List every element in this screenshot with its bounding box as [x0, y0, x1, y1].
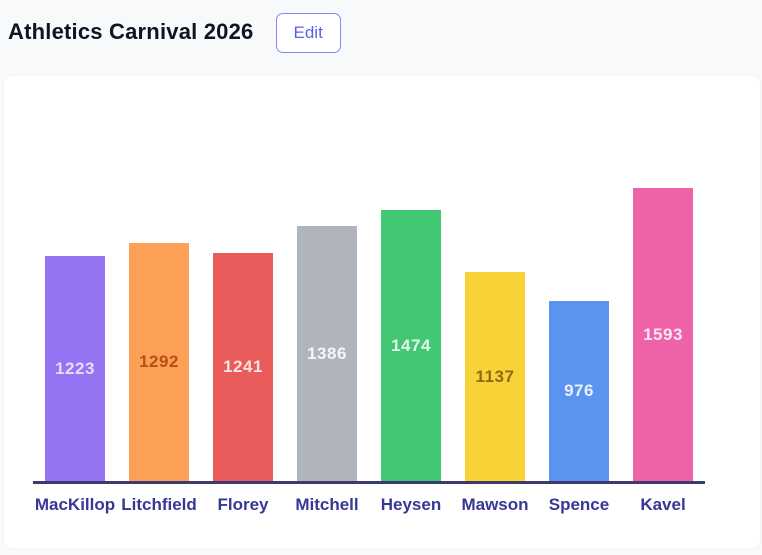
bar-spence: 976 — [549, 301, 609, 481]
bar-mitchell: 1386 — [297, 226, 357, 481]
bar-slot: 976 — [537, 301, 621, 481]
bar-value-label: 1292 — [139, 352, 179, 371]
bar-slot: 1137 — [453, 272, 537, 481]
plot-area: 1223 1292 1241 1386 1474 1137 976 1593 — [33, 76, 705, 484]
category-label-spence: Spence — [548, 495, 610, 514]
page-title: Athletics Carnival 2026 — [8, 19, 254, 44]
edit-button[interactable]: Edit — [275, 13, 341, 53]
page-header: Athletics Carnival 2026 Edit — [0, 0, 762, 76]
bar-slot: 1386 — [285, 226, 369, 481]
bar-kavel: 1593 — [633, 188, 693, 481]
bar-litchfield: 1292 — [129, 243, 189, 481]
bar-value-label: 1474 — [391, 335, 431, 355]
bar-florey: 1241 — [213, 253, 273, 481]
bar-value-label: 1386 — [307, 343, 347, 363]
category-label-mackillop: MacKillop — [34, 495, 116, 514]
bar-mackillop: 1223 — [45, 256, 105, 481]
category-label-litchfield: Litchfield — [121, 495, 197, 514]
category-label-heysen: Heysen — [380, 495, 442, 514]
bar-slot: 1223 — [33, 256, 117, 481]
bar-slot: 1593 — [621, 188, 705, 481]
category-label-mawson: Mawson — [461, 495, 529, 514]
bar-mawson: 1137 — [465, 272, 525, 481]
bar-value-label: 1593 — [643, 324, 683, 344]
bar-chart: 1223 1292 1241 1386 1474 1137 976 1593 MacKillo… — [4, 76, 760, 515]
category-label-kavel: Kavel — [640, 495, 686, 514]
bar-slot: 1241 — [201, 253, 285, 481]
bar-slot: 1292 — [117, 243, 201, 481]
x-axis-line — [33, 481, 705, 484]
category-label-mitchell: Mitchell — [295, 495, 359, 514]
category-label-florey: Florey — [217, 495, 269, 514]
bar-value-label: 1137 — [475, 366, 515, 386]
bars-row: 1223 1292 1241 1386 1474 1137 976 1593 — [33, 76, 705, 481]
bar-value-label: 1223 — [55, 358, 95, 378]
chart-panel: 1223 1292 1241 1386 1474 1137 976 1593 MacKillo… — [4, 76, 760, 548]
x-axis-labels: MacKillop Litchfield Florey Mitchell Heysen M… — [33, 495, 705, 515]
bar-value-label: 1241 — [223, 357, 263, 376]
bar-slot: 1474 — [369, 210, 453, 481]
bar-heysen: 1474 — [381, 210, 441, 481]
bar-value-label: 976 — [564, 381, 594, 400]
